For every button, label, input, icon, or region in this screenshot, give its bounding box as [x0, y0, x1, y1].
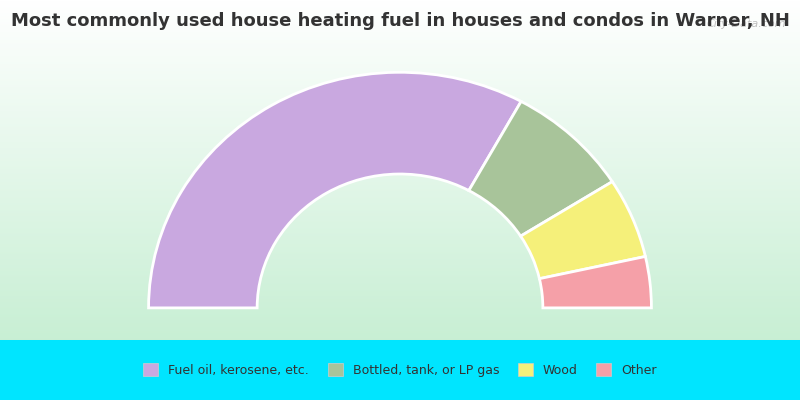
- Wedge shape: [521, 182, 646, 279]
- Text: City-Data.com: City-Data.com: [706, 19, 786, 29]
- Text: Most commonly used house heating fuel in houses and condos in Warner, NH: Most commonly used house heating fuel in…: [10, 12, 790, 30]
- Legend: Fuel oil, kerosene, etc., Bottled, tank, or LP gas, Wood, Other: Fuel oil, kerosene, etc., Bottled, tank,…: [137, 357, 663, 383]
- Wedge shape: [469, 102, 612, 236]
- Wedge shape: [149, 72, 521, 308]
- Wedge shape: [539, 256, 651, 308]
